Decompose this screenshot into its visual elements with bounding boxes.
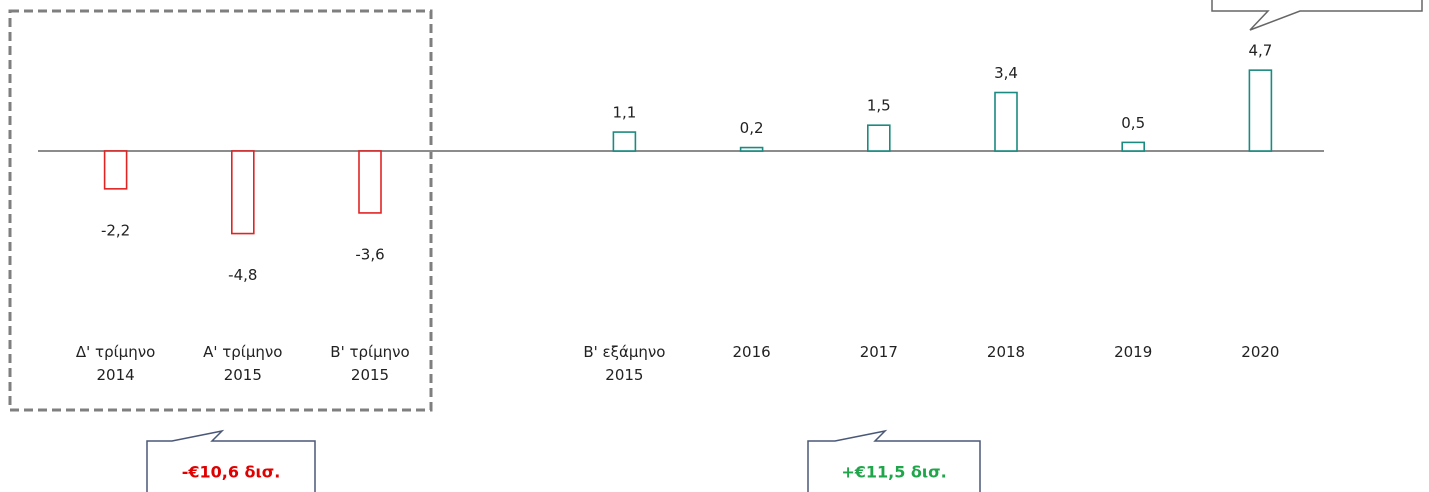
bar xyxy=(103,150,128,190)
x-tick-label: Β' τρίμηνο 2015 xyxy=(330,343,409,384)
x-tick-label: 2017 xyxy=(860,343,898,361)
bar xyxy=(612,131,637,152)
data-label: 1,1 xyxy=(612,104,636,122)
data-label: 4,7 xyxy=(1248,42,1272,60)
x-tick-label: Β' εξάμηνο 2015 xyxy=(583,343,665,384)
bar xyxy=(358,150,382,214)
data-label: -4,8 xyxy=(228,266,257,284)
data-label: 3,4 xyxy=(994,64,1018,82)
data-label: 0,2 xyxy=(740,119,764,137)
bar xyxy=(994,91,1018,152)
data-label: -2,2 xyxy=(101,221,130,239)
x-tick-label: Δ' τρίμηνο 2014 xyxy=(76,343,155,384)
x-tick-label: Α' τρίμηνο 2015 xyxy=(203,343,282,384)
bar xyxy=(1121,141,1145,152)
bar xyxy=(231,150,255,235)
highlight-box xyxy=(8,9,433,412)
annotation: -€10,6 δισ. xyxy=(182,463,281,482)
data-label: 0,5 xyxy=(1121,114,1145,132)
callout-box xyxy=(146,429,316,492)
annotation: +€11,5 δισ. xyxy=(841,463,946,482)
x-tick-label: 2016 xyxy=(733,343,771,361)
data-label: 1,5 xyxy=(867,97,891,115)
bar xyxy=(866,124,891,152)
x-tick-label: 2020 xyxy=(1241,343,1279,361)
x-tick-label: 2019 xyxy=(1114,343,1152,361)
callout-box xyxy=(807,429,981,492)
data-label: -3,6 xyxy=(355,245,384,263)
bar xyxy=(739,146,764,152)
bar xyxy=(1248,69,1273,152)
x-tick-label: 2018 xyxy=(987,343,1025,361)
callout-box xyxy=(1211,0,1423,31)
